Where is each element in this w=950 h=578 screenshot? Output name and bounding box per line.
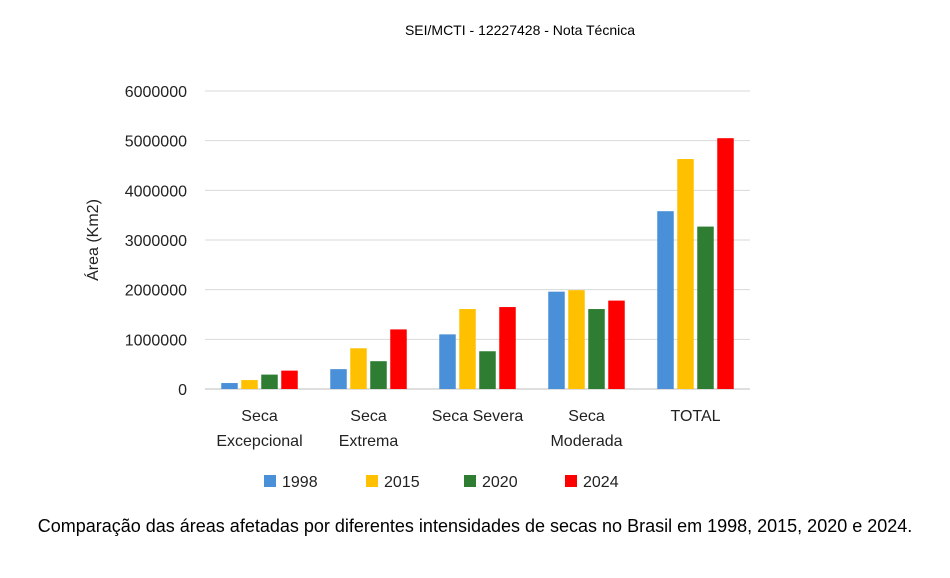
- bar-2024: [608, 300, 625, 389]
- y-tick-label: 6000000: [125, 84, 187, 101]
- bar-2015: [677, 159, 694, 389]
- bar-1998: [330, 369, 347, 389]
- bar-2015: [241, 380, 258, 389]
- figure-caption: Comparação das áreas afetadas por difere…: [37, 516, 913, 536]
- bar-2020: [370, 361, 387, 389]
- x-category-label: Extrema: [339, 433, 399, 450]
- legend-label: 2024: [583, 474, 619, 491]
- x-category-label: Excepcional: [216, 433, 302, 450]
- bar-2024: [281, 370, 298, 389]
- bar-1998: [657, 211, 674, 389]
- legend-swatch-1998: [264, 475, 276, 487]
- bar-2015: [350, 348, 367, 389]
- document-header: SEI/MCTI - 12227428 - Nota Técnica: [404, 22, 636, 38]
- bar-2024: [390, 329, 407, 389]
- bar-2015: [459, 309, 476, 389]
- y-axis-label: Área (Km2): [83, 199, 102, 281]
- legend-label: 2020: [482, 474, 518, 491]
- bar-2020: [261, 374, 278, 389]
- bar-2020: [479, 351, 496, 389]
- bar-chart: 0 1000000 2000000 3000000 4000000 5000000 6000…: [83, 84, 750, 491]
- y-tick-label: 1000000: [125, 332, 187, 349]
- bar-1998: [548, 291, 565, 389]
- bar-2020: [588, 309, 605, 389]
- legend-label: 2015: [384, 474, 420, 491]
- bar-2024: [717, 138, 734, 389]
- y-tick-label: 5000000: [125, 134, 187, 151]
- legend-swatch-2024: [565, 475, 577, 487]
- bar-1998: [439, 334, 456, 389]
- bar-2024: [499, 307, 516, 389]
- x-category-label: Seca: [568, 408, 605, 425]
- x-category-label: Moderada: [550, 433, 622, 450]
- legend-swatch-2015: [366, 475, 378, 487]
- x-category-label: Seca Severa: [432, 408, 524, 425]
- y-tick-label: 2000000: [125, 283, 187, 300]
- bar-2020: [697, 226, 714, 389]
- legend-label: 1998: [282, 474, 318, 491]
- x-category-label: TOTAL: [670, 408, 720, 425]
- x-category-label: Seca: [350, 408, 387, 425]
- y-tick-label: 4000000: [125, 183, 187, 200]
- y-tick-label: 3000000: [125, 233, 187, 250]
- legend-swatch-2020: [464, 475, 476, 487]
- bar-1998: [221, 383, 238, 389]
- x-category-label: Seca: [241, 408, 278, 425]
- y-tick-label: 0: [178, 382, 187, 399]
- bar-2015: [568, 290, 585, 389]
